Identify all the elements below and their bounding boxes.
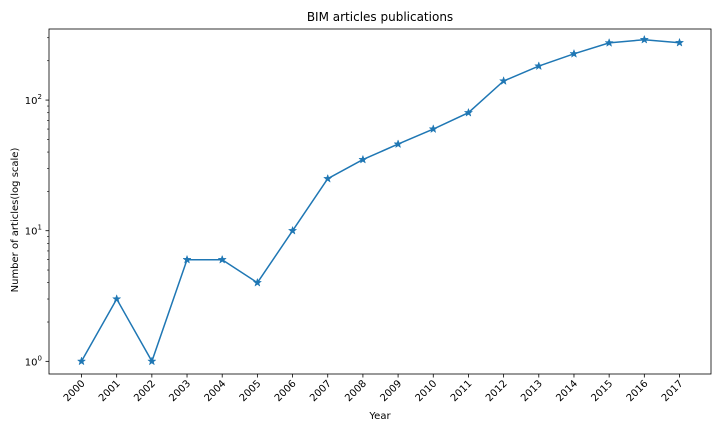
data-point-star-marker: [463, 107, 474, 117]
data-point-star-marker: [534, 61, 544, 71]
data-point-star-marker: [569, 48, 579, 58]
y-tick-label: 100: [25, 354, 42, 368]
data-point-star-marker: [428, 124, 438, 134]
x-tick-label: 2004: [203, 378, 229, 404]
x-tick-label: 2006: [273, 378, 299, 404]
x-tick-label: 2003: [167, 378, 193, 404]
series-line: [80, 38, 680, 364]
data-point-star-marker: [358, 154, 368, 164]
data-point-star-marker: [182, 254, 192, 264]
y-tick-label: 102: [25, 93, 42, 107]
chart-title: BIM articles publications: [307, 10, 453, 24]
x-tick-label: 2012: [484, 378, 510, 404]
plot-area: 100 101 102 2000 2001 2002 2003 2004 2005 2006 200…: [25, 28, 712, 404]
x-tick-label: 2010: [414, 378, 440, 404]
data-point-star-marker: [498, 76, 509, 85]
data-point-star-marker: [639, 34, 650, 44]
data-point-star-marker: [76, 356, 87, 366]
x-axis-label: Year: [368, 411, 391, 422]
x-tick-label: 2000: [62, 378, 88, 404]
data-point-star-marker: [147, 356, 157, 366]
x-tick-label: 2013: [519, 378, 545, 404]
x-tick-label: 2008: [343, 378, 369, 404]
axes-frame: [48, 28, 712, 375]
x-tick-label: 2015: [589, 378, 615, 404]
x-tick-label: 2002: [132, 378, 158, 404]
x-tick-label: 2009: [378, 378, 404, 404]
x-tick-label: 2017: [660, 378, 686, 404]
data-point-star-marker: [323, 173, 333, 183]
x-tick-label: 2016: [625, 378, 651, 404]
y-axis-label: Number of articles(log scale): [10, 148, 21, 293]
data-point-star-marker: [111, 294, 122, 304]
y-tick-label: 101: [25, 224, 42, 238]
data-point-star-marker: [393, 139, 403, 149]
data-point-star-marker: [252, 277, 263, 287]
data-point-star-marker: [674, 37, 685, 47]
x-tick-label: 2011: [449, 378, 475, 404]
x-tick-label: 2001: [97, 378, 123, 404]
data-point-star-marker: [217, 254, 227, 264]
x-tick-label: 2005: [238, 378, 264, 404]
data-point-star-marker: [604, 37, 614, 47]
x-tick-label: 2007: [308, 378, 334, 404]
x-tick-label: 2014: [554, 378, 580, 404]
data-point-star-marker: [287, 225, 298, 235]
